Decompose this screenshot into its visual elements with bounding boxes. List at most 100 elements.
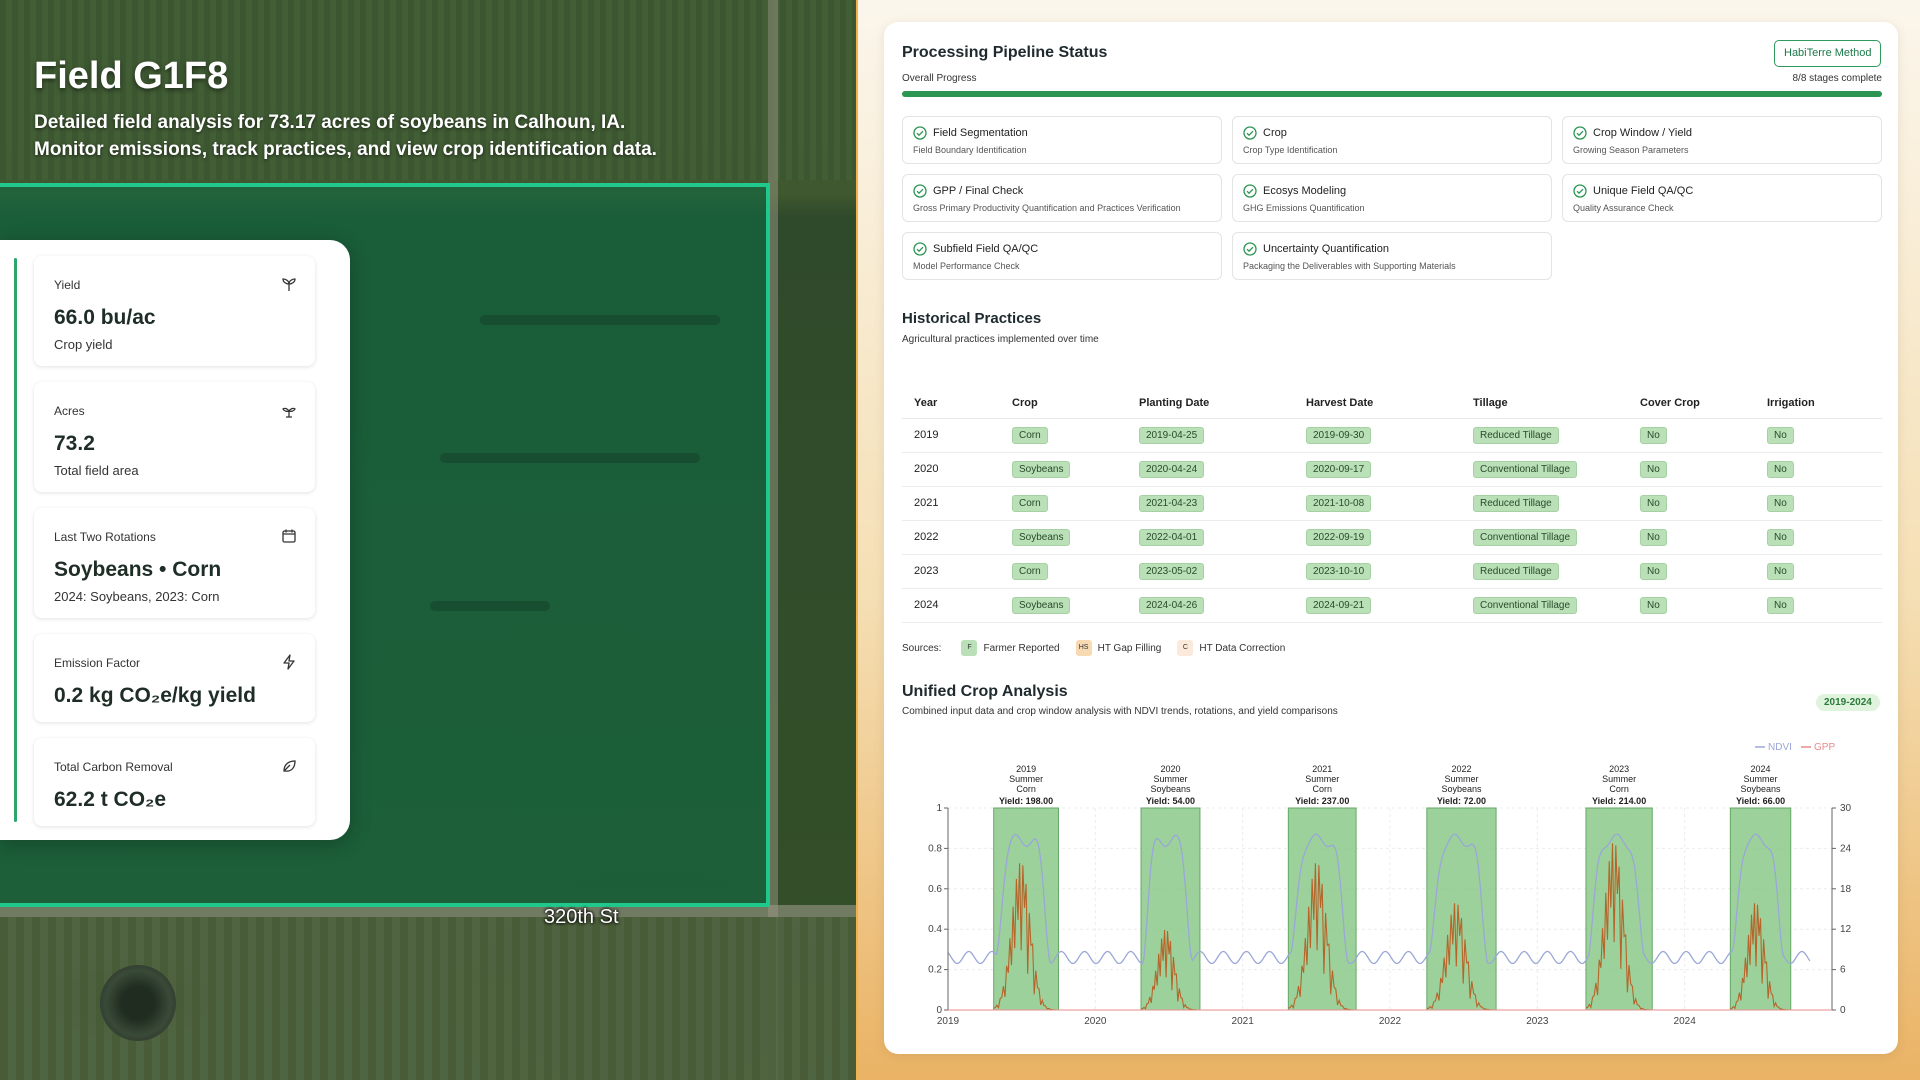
window-crop-label: Soybeans (1150, 784, 1191, 794)
source-swatch: HS (1075, 640, 1092, 656)
pipeline-stage-unique-field-qa-qc[interactable]: Unique Field QA/QC Quality Assurance Che… (1562, 174, 1882, 222)
sources-label: Sources: (902, 642, 942, 654)
pipeline-stage-crop-window-yield[interactable]: Crop Window / Yield Growing Season Param… (1562, 116, 1882, 164)
x-tick-label: 2024 (1674, 1016, 1697, 1027)
table-row: 2023 Corn 2023-05-02 2023-10-10 Reduced Till… (902, 554, 1882, 589)
table-cell: 2021 (902, 486, 1000, 521)
table-cell: 2024-04-26 (1127, 588, 1294, 623)
crop-window-2023 (1585, 807, 1653, 1011)
table-cell: No (1755, 520, 1882, 555)
farmer-reported-tag: No (1640, 494, 1667, 512)
historical-practices-table: Year Crop Planting Date Harvest Date Tillage… (902, 388, 1882, 623)
check-circle-icon (1573, 126, 1587, 140)
habiterre-method-button[interactable]: HabiTerre Method (1774, 40, 1882, 67)
farmer-reported-tag: 2021-04-23 (1139, 494, 1205, 512)
farmer-reported-tag: Soybeans (1012, 460, 1071, 478)
table-cell: No (1755, 486, 1882, 521)
table-cell: Reduced Tillage (1461, 554, 1628, 589)
x-tick-label: 2023 (1526, 1016, 1549, 1027)
pipeline-stage-uncertainty-quantification[interactable]: Uncertainty Quantification Packaging the… (1232, 232, 1552, 280)
pipeline-stage-gpp-final-check[interactable]: GPP / Final Check Gross Primary Producti… (902, 174, 1222, 222)
pipeline-stage-ecosys-modeling[interactable]: Ecosys Modeling GHG Emissions Quantifica… (1232, 174, 1552, 222)
plant-icon (282, 407, 296, 418)
table-cell: Reduced Tillage (1461, 418, 1628, 453)
stat-card-acres: Acres 73.2 Total field area (34, 382, 315, 492)
stage-description: Growing Season Parameters (1573, 145, 1689, 155)
farmer-reported-tag: Soybeans (1012, 596, 1071, 614)
table-row: 2021 Corn 2021-04-23 2021-10-08 Reduced Till… (902, 486, 1882, 521)
pipeline-stage-crop[interactable]: Crop Crop Type Identification (1232, 116, 1552, 164)
window-crop-label: Corn (1312, 784, 1332, 794)
window-yield-label: Yield: 66.00 (1736, 796, 1785, 806)
farmer-reported-tag: 2020-04-24 (1139, 460, 1205, 478)
x-tick-label: 2022 (1379, 1016, 1402, 1027)
stat-value: 62.2 t CO₂e (54, 788, 167, 811)
source-label: Farmer Reported (983, 642, 1060, 654)
table-cell: No (1755, 452, 1882, 487)
table-cell: Conventional Tillage (1461, 520, 1628, 555)
table-cell: No (1628, 520, 1755, 555)
stat-label: Yield (54, 278, 81, 292)
year-range-badge[interactable]: 2019-2024 (1816, 694, 1880, 711)
gpp-line-2024 (1730, 903, 1791, 1011)
stage-description: Crop Type Identification (1243, 145, 1338, 155)
unified-crop-chart[interactable]: 0 0.2 0.4 0.6 0.8 1 0 6 12 18 24 30 2019 2020 2021 2022… (884, 735, 1898, 1035)
table-cell: Soybeans (1000, 588, 1127, 623)
column-header: Year (902, 388, 1000, 419)
source-legend-item: F Farmer Reported (961, 640, 1060, 656)
panel-divider (856, 0, 858, 1080)
table-cell: Corn (1000, 418, 1127, 453)
y-left-tick-label: 0.2 (928, 965, 942, 976)
farmer-reported-tag: Corn (1012, 426, 1048, 444)
source-legend-item: C HT Data Correction (1177, 640, 1285, 656)
stage-name: Uncertainty Quantification (1263, 243, 1389, 255)
stage-name: Ecosys Modeling (1263, 185, 1347, 197)
farmer-reported-tag: Corn (1012, 562, 1048, 580)
table-cell: 2020 (902, 452, 1000, 487)
stage-name: Crop (1263, 127, 1287, 139)
window-season-label: Summer (1153, 774, 1187, 784)
check-circle-icon (1573, 184, 1587, 198)
table-cell: Soybeans (1000, 520, 1127, 555)
window-year-label: 2023 (1609, 764, 1629, 774)
stat-subtext: 2024: Soybeans, 2023: Corn (54, 589, 220, 604)
farmer-reported-tag: No (1767, 494, 1794, 512)
table-cell: 2022-09-19 (1294, 520, 1461, 555)
panel-accent-bar (14, 258, 17, 822)
farmer-reported-tag: No (1767, 596, 1794, 614)
table-cell: 2023 (902, 554, 1000, 589)
window-yield-label: Yield: 237.00 (1295, 796, 1349, 806)
table-cell: No (1755, 418, 1882, 453)
sources-legend: Sources: F Farmer Reported HS HT Gap Fillin… (902, 638, 1285, 658)
y-right-tick-label: 30 (1840, 803, 1852, 814)
historical-subtitle: Agricultural practices implemented over … (902, 334, 1099, 345)
y-right-tick-label: 18 (1840, 884, 1852, 895)
overall-progress-bar (902, 91, 1882, 97)
x-tick-label: 2019 (937, 1016, 960, 1027)
farmer-reported-tag: No (1640, 528, 1667, 546)
table-cell: No (1628, 418, 1755, 453)
table-cell: 2023-10-10 (1294, 554, 1461, 589)
pipeline-stage-field-segmentation[interactable]: Field Segmentation Field Boundary Identi… (902, 116, 1222, 164)
table-cell: 2021-10-08 (1294, 486, 1461, 521)
map-road-horizontal (0, 905, 856, 917)
window-season-label: Summer (1602, 774, 1636, 784)
table-cell: Conventional Tillage (1461, 452, 1628, 487)
calendar-icon (282, 529, 296, 543)
source-swatch: C (1177, 640, 1194, 656)
crop-window-2022 (1426, 807, 1497, 1011)
table-cell: Corn (1000, 486, 1127, 521)
farmer-reported-tag: 2022-04-01 (1139, 528, 1205, 546)
map-road-vertical (768, 0, 778, 1080)
y-left-tick-label: 0.6 (928, 884, 942, 895)
window-season-label: Summer (1009, 774, 1043, 784)
table-cell: 2023-05-02 (1127, 554, 1294, 589)
farmer-reported-tag: 2024-04-26 (1139, 596, 1205, 614)
column-header: Cover Crop (1628, 388, 1755, 419)
pipeline-stage-subfield-field-qa-qc[interactable]: Subfield Field QA/QC Model Performance C… (902, 232, 1222, 280)
table-row: 2020 Soybeans 2020-04-24 2020-09-17 Conventi… (902, 452, 1882, 487)
farmer-reported-tag: Conventional Tillage (1473, 460, 1578, 478)
stage-description: Quality Assurance Check (1573, 203, 1674, 213)
farmer-reported-tag: No (1640, 562, 1667, 580)
y-left-tick-label: 1 (936, 803, 942, 814)
